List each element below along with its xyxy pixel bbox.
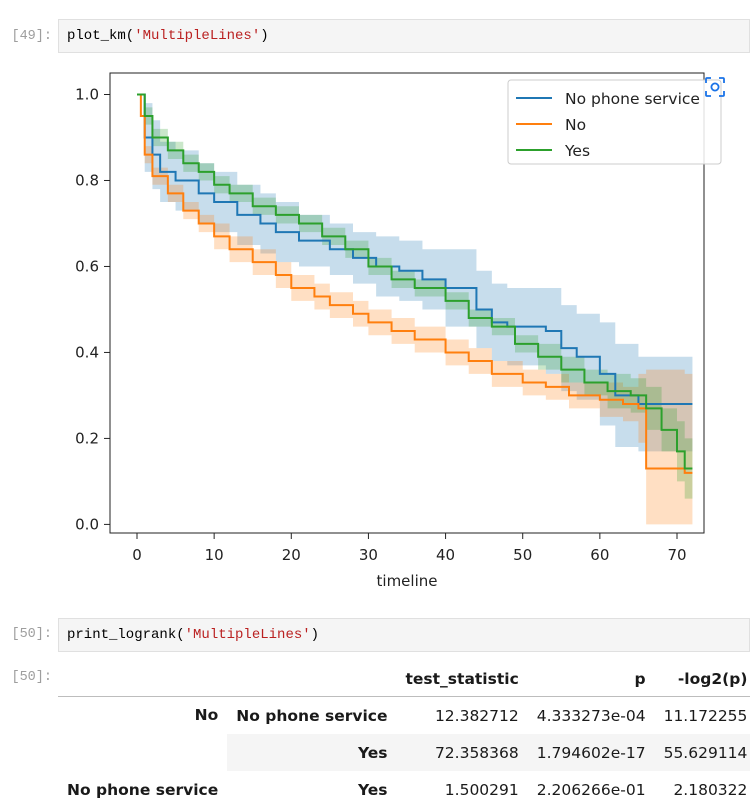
code-cell-49[interactable]: plot_km('MultipleLines') [58, 19, 750, 53]
cell-p: 2.206266e-01 [536, 780, 646, 799]
table-row: No phone service Yes 1.500291 2.206266e-… [58, 771, 750, 808]
cell-prompt-50: [50]: [11, 627, 52, 642]
x-tick-label: 0 [132, 546, 142, 564]
code-close-paren: ) [260, 28, 269, 44]
output-prompt-50: [50]: [11, 670, 52, 685]
km-plot-output: 0 10 20 30 40 50 60 70 0.0 0.2 0.4 0.6 0.8 1.0 timelin… [58, 60, 750, 600]
col-header-test-statistic: test_statistic [396, 662, 528, 697]
cell-p: 4.333273e-04 [536, 706, 646, 725]
y-tick-label: 0.0 [75, 515, 99, 533]
cell-test-statistic: 1.500291 [444, 780, 519, 799]
row-group1: No [194, 706, 219, 724]
x-tick-label: 60 [590, 546, 609, 564]
x-tick-label: 30 [359, 546, 378, 564]
code-cell-50[interactable]: print_logrank('MultipleLines') [58, 618, 750, 652]
table-header-row: test_statistic p -log2(p) [58, 662, 750, 697]
code-close-paren: ) [310, 627, 320, 643]
image-action-icon[interactable] [704, 76, 726, 98]
code-func: plot_km( [67, 28, 135, 44]
survival-line-0 [137, 93, 693, 406]
code-func: print_logrank( [67, 627, 185, 643]
x-tick-label: 50 [513, 546, 532, 564]
y-tick-label: 0.2 [75, 429, 99, 447]
survival-line-2 [137, 93, 693, 470]
x-tick-label: 20 [282, 546, 301, 564]
cell-prompt-49: [49]: [11, 29, 52, 44]
x-tick-label: 40 [436, 546, 455, 564]
cell-test-statistic: 72.358368 [396, 734, 528, 771]
col-header-p: p [527, 662, 655, 697]
cell-neglog2p: 2.180322 [673, 780, 748, 799]
y-tick-label: 1.0 [75, 85, 99, 103]
code-string-arg: 'MultipleLines' [134, 28, 261, 44]
cell-test-statistic: 12.382712 [434, 706, 519, 725]
code-line-49: plot_km('MultipleLines') [67, 28, 269, 44]
row-group1: No phone service [67, 780, 219, 799]
index-header-2 [227, 662, 397, 697]
legend-label-0: No phone service [565, 90, 700, 108]
cell-neglog2p: 55.629114 [654, 734, 750, 771]
x-tick-label: 70 [667, 546, 686, 564]
row-group2: Yes [227, 734, 397, 771]
logrank-table: test_statistic p -log2(p) No No phone se… [58, 662, 750, 808]
x-tick-label: 10 [205, 546, 224, 564]
code-line-50: print_logrank('MultipleLines') [67, 627, 319, 643]
plot-frame [109, 72, 705, 534]
legend-label-2: Yes [564, 142, 590, 160]
col-header-neglog2p: -log2(p) [654, 662, 750, 697]
index-header-1 [58, 662, 228, 697]
row-group2: No phone service [236, 706, 388, 725]
ci-band-0 [137, 94, 693, 452]
survival-line-1 [137, 93, 693, 474]
x-axis-label: timeline [377, 572, 438, 590]
cell-p: 1.794602e-17 [527, 734, 655, 771]
table-row: Yes 72.358368 1.794602e-17 55.629114 [58, 734, 750, 771]
km-survival-chart: 0 10 20 30 40 50 60 70 0.0 0.2 0.4 0.6 0.8 1.0 timelin… [75, 72, 722, 590]
cell-neglog2p: 11.172255 [663, 706, 748, 725]
legend-box [507, 79, 722, 165]
legend-label-1: No [565, 116, 586, 134]
row-group2: Yes [357, 780, 388, 799]
y-tick-label: 0.4 [75, 343, 99, 361]
y-tick-label: 0.6 [75, 257, 99, 275]
y-tick-label: 0.8 [75, 171, 99, 189]
code-string-arg: 'MultipleLines' [184, 627, 311, 643]
table-row: No No phone service 12.382712 4.333273e-… [58, 697, 750, 735]
